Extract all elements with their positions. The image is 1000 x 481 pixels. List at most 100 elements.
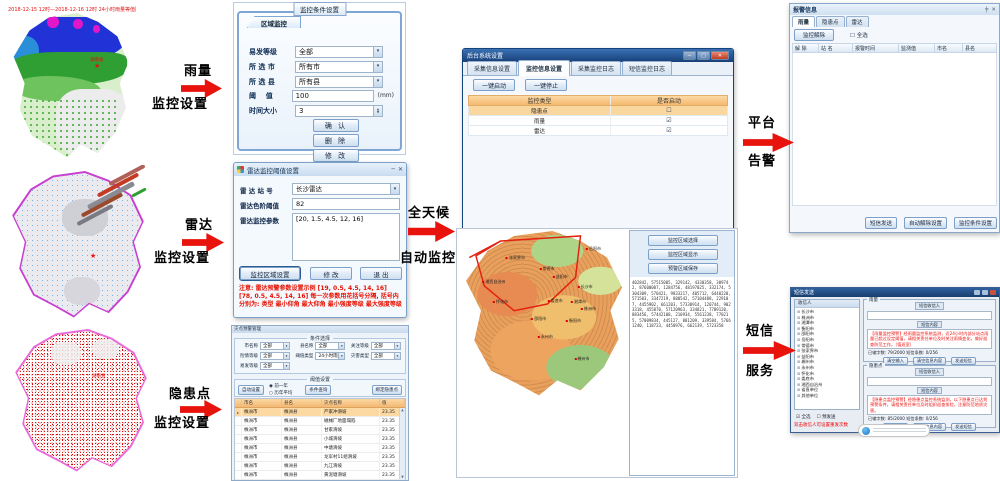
release-monitor-button[interactable]: 监控解除 (794, 29, 834, 41)
color-threshold-input[interactable]: 82 (292, 198, 400, 210)
tree-item[interactable]: 长沙市 (797, 309, 857, 315)
city-filter-select[interactable]: 全部 (260, 342, 290, 350)
county-select[interactable]: 所有县 (295, 75, 383, 88)
maximize-icon[interactable] (982, 290, 988, 295)
table-row[interactable]: 雨量 ☑ (468, 116, 728, 126)
region-show-button[interactable]: 监控区域显示 (648, 249, 718, 260)
tree-item[interactable]: 益阳市 (797, 354, 857, 360)
time-size-spinner[interactable]: 3 ▲ ▼ (295, 104, 383, 117)
bind-points-button[interactable]: 绑定隐患点 (371, 385, 402, 395)
radar-params-textarea[interactable]: [20, 1.5, 4.5, 12, 16] (292, 213, 400, 261)
tree-item[interactable]: 岳阳市 (797, 337, 857, 343)
settings-tab[interactable]: 采集监控日志 (571, 61, 622, 75)
modify-button[interactable]: 修 改 (310, 267, 352, 280)
attention-level-select[interactable]: 全部 (370, 342, 401, 350)
enabled-checkbox[interactable]: ☐ (666, 107, 672, 114)
prone-level-select[interactable]: 全部 (295, 45, 383, 58)
spinner-icons[interactable]: ▲ ▼ (373, 105, 382, 116)
settings-tab[interactable]: 监控信息设置 (518, 60, 571, 76)
table-row[interactable]: 株洲市 株洲县 严家冲滑坡 23.35 (235, 408, 405, 417)
send-sms-button[interactable]: 发送短信 (951, 357, 976, 365)
threshold-type-select[interactable]: 24小时雨量 (315, 352, 346, 360)
tree-item[interactable]: 怀化市 (797, 371, 857, 377)
footer-button[interactable]: 自动解除设置 (903, 216, 947, 229)
alarm-tab[interactable]: 隐患点 (816, 16, 845, 27)
tree-item[interactable]: 娄底市 (797, 376, 857, 382)
dropdown-icon[interactable] (393, 343, 400, 349)
table-row[interactable]: 株洲市 株洲县 小城滑坡 23.35 (235, 435, 405, 444)
dropdown-icon[interactable] (283, 343, 289, 349)
tree-item[interactable]: 省直单位 (797, 387, 857, 393)
stop-all-button[interactable]: 一键停止 (525, 79, 567, 91)
close-icon[interactable] (990, 290, 996, 295)
tab-region-monitor[interactable]: 区域监控 (247, 16, 301, 28)
message-box[interactable]: 【雨量监控预警】经雨量监控系统监测，近24小时内部分站点雨量已超过设定阈值，请相… (867, 329, 992, 349)
county-filter-select[interactable]: 全部 (315, 342, 346, 350)
dropdown-icon[interactable] (390, 184, 399, 194)
pin-icon[interactable]: ╪ (985, 6, 989, 13)
dropdown-icon[interactable] (338, 343, 345, 349)
presend-checkbox[interactable]: 预发送 (816, 414, 835, 420)
modify-button[interactable]: 修 改 (313, 149, 359, 162)
close-icon[interactable]: ✕ (991, 6, 996, 13)
alarm-tab[interactable]: 雨量 (792, 16, 816, 27)
threshold-input[interactable]: 100 (291, 89, 374, 102)
city-select[interactable]: 所有市 (295, 60, 383, 73)
query-button[interactable]: 条件查询 (305, 385, 332, 395)
tree-item[interactable]: 常德市 (797, 343, 857, 349)
footer-button[interactable]: 短信发送 (864, 216, 897, 229)
dropdown-icon[interactable] (283, 353, 289, 359)
recipient-box[interactable] (867, 310, 992, 320)
minimize-icon[interactable]: ─ (683, 51, 696, 60)
recipients-tab[interactable]: 收信人 (795, 300, 859, 308)
settings-tab[interactable]: 短信监控日志 (622, 61, 673, 75)
region-select-button[interactable]: 监控区域选择 (648, 235, 718, 246)
monitor-region-button[interactable]: 监控区域设置 (239, 266, 301, 281)
radio-previous-year[interactable]: ◉ 前一年 (269, 384, 288, 389)
table-row[interactable]: 株洲市 株洲县 甘家滑坡 23.35 (235, 426, 405, 435)
exit-button[interactable]: 退 出 (360, 267, 402, 280)
dropdown-icon[interactable] (393, 353, 400, 359)
footer-button[interactable]: 监控条件设置 (953, 216, 997, 229)
vertical-scrollbar[interactable]: ▲ ▼ (399, 408, 405, 479)
select-all-checkbox[interactable]: 全选 (850, 31, 868, 39)
disaster-type-select[interactable]: 全部 (370, 352, 401, 360)
table-row[interactable]: 雷达 ☑ (468, 126, 728, 136)
dropdown-icon[interactable] (373, 61, 382, 72)
minimize-icon[interactable]: ─ (391, 166, 395, 173)
radio-yearly-average[interactable]: ○ 历年平均 (269, 391, 293, 396)
tree-item[interactable]: 湘西自治州 (797, 382, 857, 388)
enabled-checkbox[interactable]: ☑ (666, 127, 672, 134)
tree-item[interactable]: 湘潭市 (797, 320, 857, 326)
confirm-button[interactable]: 确 认 (313, 119, 359, 132)
prone-level-select[interactable]: 全部 (260, 362, 290, 370)
tree-item[interactable]: 衡阳市 (797, 326, 857, 332)
table-row[interactable]: 隐患点 ☐ (468, 106, 728, 116)
close-icon[interactable]: ✕ (397, 166, 403, 173)
clear-content-button[interactable]: 清空信息内容 (912, 357, 947, 365)
close-icon[interactable]: ✕ (711, 51, 729, 60)
settings-tab[interactable]: 采集信息设置 (467, 61, 518, 75)
table-row[interactable]: 株洲市 株洲县 九江滑坡 23.35 (235, 462, 405, 471)
delete-button[interactable]: 删 除 (313, 134, 359, 147)
dropdown-icon[interactable] (373, 76, 382, 87)
tree-item[interactable]: 邵阳市 (797, 331, 857, 337)
risk-level-select[interactable]: 全部 (260, 352, 290, 360)
table-row[interactable]: 株洲市 株洲县 龙军村11组滑坡 23.35 (235, 453, 405, 462)
region-save-button[interactable]: 预警区域保存 (648, 263, 718, 274)
message-box[interactable]: 【隐患点监控预警】经隐患点监控系统监测，以下隐患点已达到预警条件，请相关责任单位… (867, 395, 992, 415)
tree-item[interactable]: 永州市 (797, 365, 857, 371)
dropdown-icon[interactable] (338, 353, 345, 359)
tree-item[interactable]: 张家界市 (797, 348, 857, 354)
recipient-box[interactable] (867, 376, 992, 386)
messenger-popup[interactable] (858, 424, 930, 437)
dropdown-icon[interactable] (373, 46, 382, 57)
table-row[interactable]: 株洲市 株洲县 黄泥塘滑坡 23.35 (235, 471, 405, 480)
radar-station-select[interactable]: 长沙雷达 (292, 183, 400, 195)
minimize-icon[interactable] (974, 290, 980, 295)
enabled-checkbox[interactable]: ☑ (666, 117, 672, 124)
start-all-button[interactable]: 一键启动 (473, 79, 515, 91)
table-row[interactable]: 株洲市 株洲县 磁械厂地面塌陷 23.35 (235, 417, 405, 426)
send-sms-button[interactable]: 发送短信 (951, 423, 976, 431)
tree-item[interactable]: 其他单位 (797, 393, 857, 399)
